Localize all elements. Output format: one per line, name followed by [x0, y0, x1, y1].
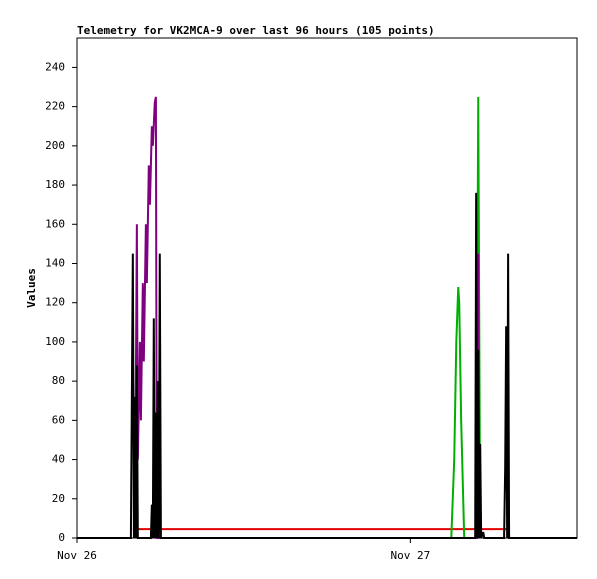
x-tick-label: Nov 26: [57, 549, 97, 562]
y-axis-label: Values: [25, 268, 38, 308]
y-tick-label: 180: [45, 178, 65, 191]
y-tick-label: 80: [52, 374, 65, 387]
y-tick-label: 60: [52, 413, 65, 426]
y-tick-label: 240: [45, 60, 65, 73]
y-tick-label: 120: [45, 296, 65, 309]
chart-title: Telemetry for VK2MCA-9 over last 96 hour…: [77, 24, 435, 37]
y-tick-label: 140: [45, 256, 65, 269]
y-tick-label: 220: [45, 100, 65, 113]
series-line: [77, 192, 577, 539]
y-tick-label: 100: [45, 335, 65, 348]
y-tick-label: 20: [52, 492, 65, 505]
y-tick-label: 40: [52, 453, 65, 466]
y-tick-label: 0: [58, 531, 65, 544]
y-tick-label: 160: [45, 217, 65, 230]
y-tick-label: 200: [45, 139, 65, 152]
x-tick-label: Nov 27: [390, 549, 430, 562]
